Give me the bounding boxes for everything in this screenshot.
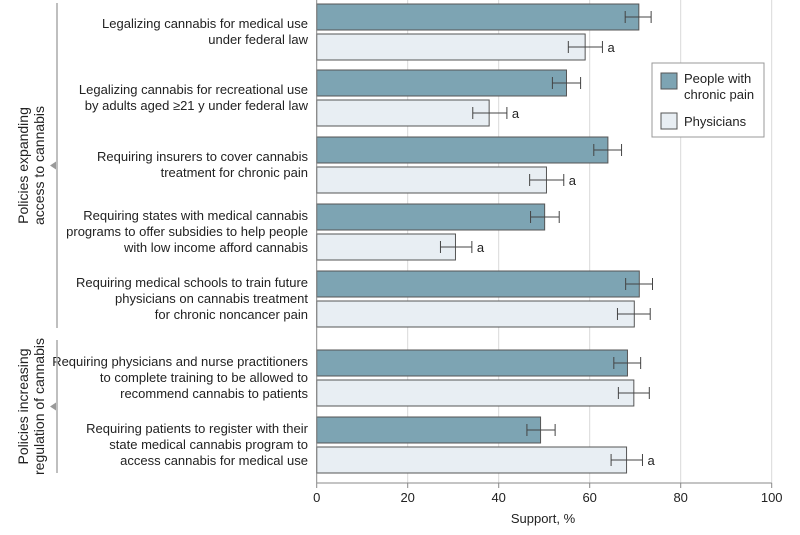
legend-label: Physicians bbox=[684, 114, 747, 129]
bar-people-with-chronic-pain bbox=[316, 69, 567, 97]
bar-people-with-chronic-pain bbox=[316, 416, 542, 444]
bar-physicians bbox=[316, 446, 628, 474]
bar-physicians bbox=[316, 233, 456, 261]
category-label: Requiring insurers to cover cannabis trea… bbox=[97, 149, 308, 180]
x-tick-label: 20 bbox=[400, 490, 414, 505]
category-label: Requiring patients to register with thei… bbox=[86, 421, 309, 468]
significance-annotation: a bbox=[477, 240, 485, 255]
category-label: Requiring medical schools to train futur… bbox=[76, 275, 308, 322]
group-labels: Policies expandingaccess to cannabis Poli… bbox=[15, 3, 58, 475]
bar-people-with-chronic-pain bbox=[316, 3, 640, 31]
x-tick-label: 40 bbox=[491, 490, 505, 505]
category-label: Requiring physicians and nurse practitio… bbox=[52, 354, 308, 401]
bar-people-with-chronic-pain bbox=[316, 349, 628, 377]
legend-swatch bbox=[660, 112, 678, 130]
legend-label: People with chronic pain bbox=[684, 71, 754, 102]
category-label: Legalizing cannabis for recreational use… bbox=[79, 82, 309, 113]
x-tick-label: 60 bbox=[582, 490, 596, 505]
x-tick-label: 0 bbox=[313, 490, 320, 505]
bars: a a a a a bbox=[316, 3, 655, 474]
x-tick-label: 80 bbox=[673, 490, 687, 505]
bar-physicians bbox=[316, 379, 635, 407]
category-label: Requiring states with medical cannabis pr… bbox=[66, 208, 308, 255]
group-label: Policies increasingregulation of cannabi… bbox=[15, 338, 47, 475]
bar-people-with-chronic-pain bbox=[316, 203, 546, 231]
bar-physicians bbox=[316, 166, 547, 194]
legend-swatch bbox=[660, 72, 678, 90]
group-label: Policies expandingaccess to cannabis bbox=[15, 106, 47, 225]
bar-physicians bbox=[316, 33, 586, 61]
significance-annotation: a bbox=[647, 453, 655, 468]
x-axis: 0 20 40 60 80 100 bbox=[313, 0, 783, 505]
significance-annotation: a bbox=[569, 173, 577, 188]
bar-people-with-chronic-pain bbox=[316, 136, 609, 164]
significance-annotation: a bbox=[512, 106, 520, 121]
bar-people-with-chronic-pain bbox=[316, 270, 640, 298]
triangle-marker-icon bbox=[50, 161, 56, 170]
x-axis-label: Support, % bbox=[511, 511, 576, 526]
triangle-marker-icon bbox=[50, 402, 56, 411]
legend: People with chronic pain Physicians bbox=[651, 62, 765, 138]
significance-annotation: a bbox=[607, 40, 615, 55]
category-label: Legalizing cannabis for medical use under… bbox=[102, 16, 309, 47]
bar-physicians bbox=[316, 99, 490, 127]
x-tick-label: 100 bbox=[761, 490, 783, 505]
bar-physicians bbox=[316, 300, 635, 328]
category-labels: Legalizing cannabis for medical use under… bbox=[52, 16, 308, 468]
